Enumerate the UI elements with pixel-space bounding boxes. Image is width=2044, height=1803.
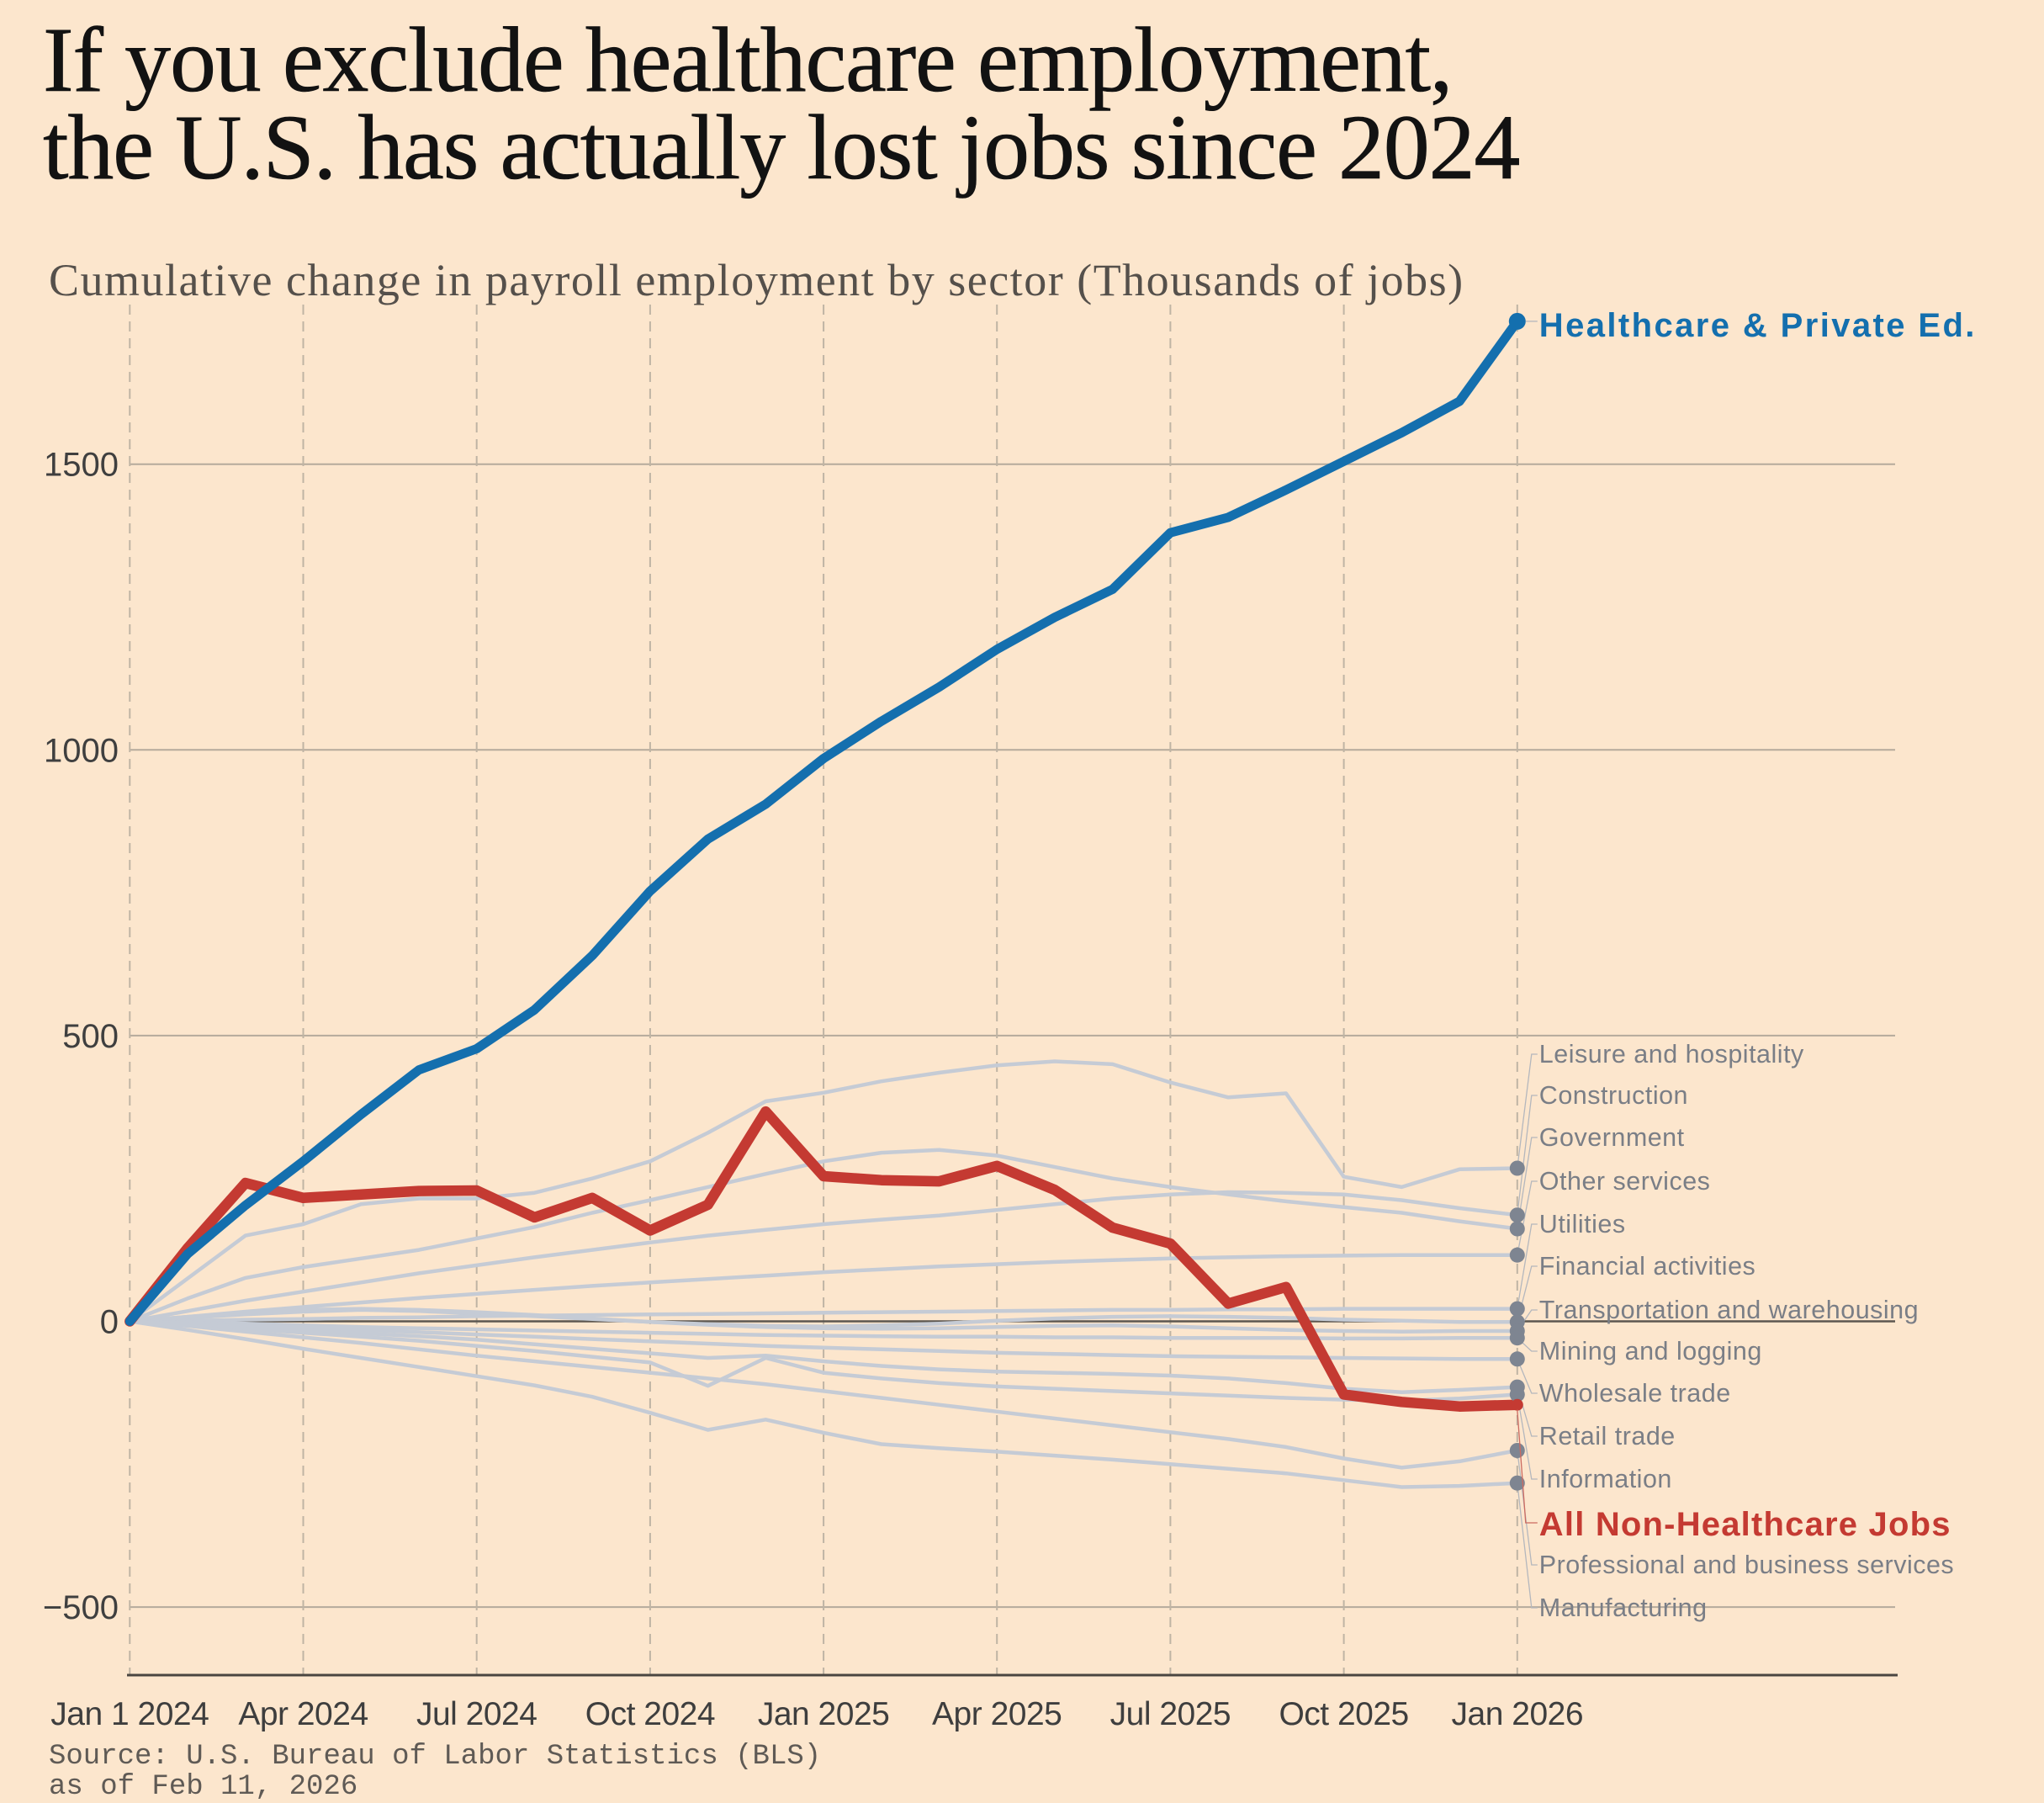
svg-text:Apr 2024: Apr 2024: [238, 1696, 368, 1732]
svg-text:1000: 1000: [44, 732, 119, 769]
svg-text:Jul 2024: Jul 2024: [416, 1696, 537, 1732]
svg-text:Healthcare & Private Ed.: Healthcare & Private Ed.: [1539, 307, 1977, 344]
svg-text:Jan 1 2024: Jan 1 2024: [50, 1696, 209, 1732]
svg-text:Transportation and warehousing: Transportation and warehousing: [1539, 1296, 1919, 1324]
svg-text:Wholesale trade: Wholesale trade: [1539, 1379, 1731, 1408]
svg-text:Jan 2025: Jan 2025: [758, 1696, 889, 1732]
svg-text:500: 500: [62, 1018, 119, 1055]
svg-text:Mining and logging: Mining and logging: [1539, 1337, 1762, 1366]
svg-text:Financial activities: Financial activities: [1539, 1252, 1756, 1281]
svg-text:Oct 2024: Oct 2024: [585, 1696, 715, 1732]
svg-text:Oct 2025: Oct 2025: [1279, 1696, 1408, 1732]
svg-text:All Non-Healthcare Jobs: All Non-Healthcare Jobs: [1539, 1506, 1951, 1543]
svg-text:Government: Government: [1539, 1123, 1685, 1152]
svg-text:Information: Information: [1539, 1465, 1672, 1493]
svg-text:Apr 2025: Apr 2025: [932, 1696, 1062, 1732]
svg-text:Utilities: Utilities: [1539, 1210, 1626, 1238]
svg-text:0: 0: [100, 1304, 119, 1341]
svg-text:Construction: Construction: [1539, 1081, 1688, 1110]
svg-text:1500: 1500: [44, 447, 119, 484]
svg-text:Jul 2025: Jul 2025: [1110, 1696, 1231, 1732]
svg-text:−500: −500: [43, 1589, 119, 1626]
svg-text:Other services: Other services: [1539, 1167, 1711, 1196]
svg-text:Retail trade: Retail trade: [1539, 1422, 1676, 1450]
svg-text:Leisure and hospitality: Leisure and hospitality: [1539, 1040, 1804, 1069]
svg-text:Professional and business serv: Professional and business services: [1539, 1551, 1954, 1579]
svg-text:Manufacturing: Manufacturing: [1539, 1594, 1708, 1622]
svg-text:Jan 2026: Jan 2026: [1452, 1696, 1583, 1732]
